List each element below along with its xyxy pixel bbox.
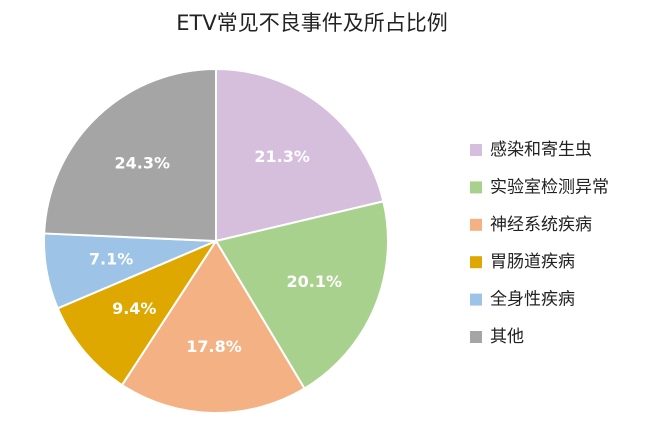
data-label: 21.3%: [254, 147, 310, 166]
legend-swatch: [470, 181, 482, 194]
legend-swatch: [470, 218, 482, 231]
pie-slice: [56, 238, 219, 387]
pie-slice: [214, 200, 389, 390]
data-label: 9.4%: [112, 299, 156, 318]
pie-slice: [120, 239, 306, 414]
data-label: 24.3%: [115, 153, 171, 172]
legend-label: 神经系统疾病: [490, 215, 592, 235]
legend-swatch: [470, 144, 482, 156]
legend-swatch: [470, 331, 482, 343]
legend-swatch: [470, 293, 482, 306]
legend-label: 感染和寄生虫: [490, 140, 592, 160]
legend-label: 胃肠道疾病: [490, 252, 575, 272]
data-label: 20.1%: [287, 272, 343, 291]
pie-slice: [215, 67, 385, 243]
legend-label: 其他: [490, 327, 524, 347]
pie-slice: [43, 67, 217, 243]
legend-label: 实验室检测异常: [490, 177, 609, 197]
legend-swatch: [470, 256, 482, 269]
legend-label: 全身性疾病: [490, 290, 575, 310]
data-label: 7.1%: [89, 249, 133, 268]
chart-title: ETV常见不良事件及所占比例: [176, 11, 447, 35]
data-label: 17.8%: [186, 337, 242, 356]
